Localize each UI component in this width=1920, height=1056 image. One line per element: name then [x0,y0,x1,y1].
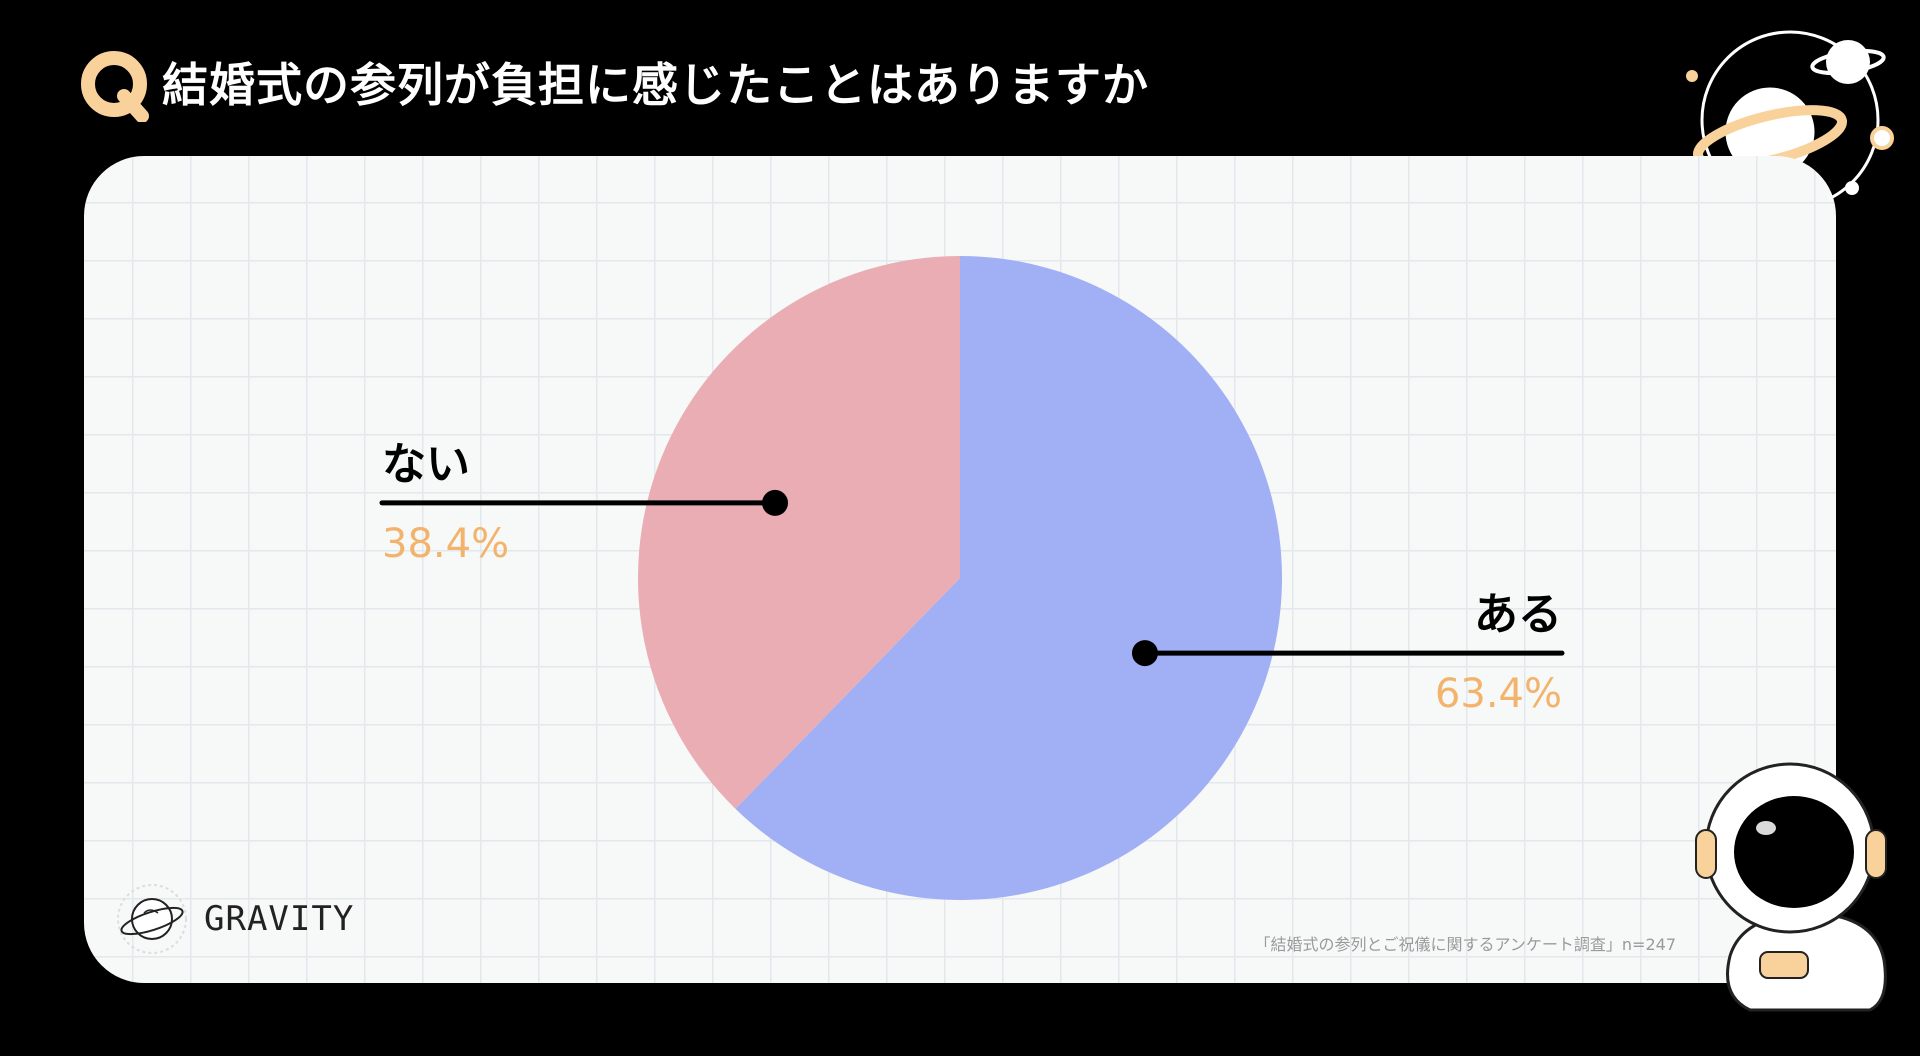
leader-dot-1 [762,489,789,516]
slice-value-0: 63.4% [1435,671,1562,717]
survey-footnote: 「結婚式の参列とご祝儀に関するアンケート調査」n=247 [1254,935,1676,954]
leader-dot-0 [1131,640,1158,667]
q-badge-icon [81,51,149,122]
slice-label-0: ある [1474,589,1562,640]
pie-chart: ある 63.4% ない 38.4% [379,256,1565,900]
page-title: 結婚式の参列が負担に感じたことはありますか [162,58,1149,112]
astronaut-decoration-icon [1695,762,1887,1012]
pie-slice-1 [638,256,960,809]
pie-slice-0 [735,256,1282,900]
slice-value-1: 38.4% [382,521,509,567]
brand-name: GRAVITY [204,899,355,939]
planet-logo-icon [117,884,187,954]
chart-card: ある 63.4% ない 38.4% GRAVITY 「結婚式の参列とご祝儀に関するアン… [84,156,1836,983]
slice-label-1: ない [382,439,470,490]
brand: GRAVITY [114,881,354,957]
